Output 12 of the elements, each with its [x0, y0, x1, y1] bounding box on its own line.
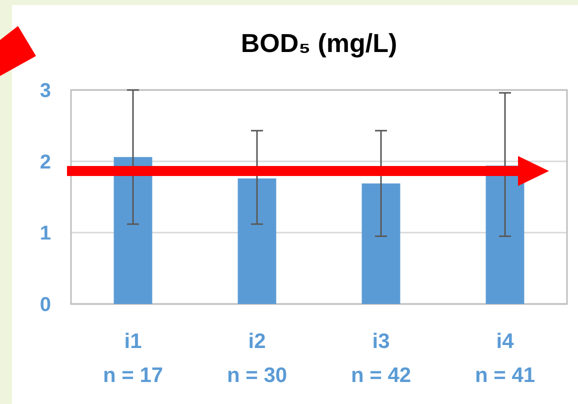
x-tick-label: i1 n = 17	[102, 330, 164, 387]
bar	[238, 178, 276, 304]
x-tick-label: i4 n = 41	[474, 330, 536, 387]
y-tick-label: 1	[40, 222, 51, 245]
bar	[114, 157, 152, 304]
y-tick-label: 0	[40, 294, 51, 316]
y-tick-label: 3	[40, 80, 51, 102]
bar	[362, 183, 400, 304]
x-tick-label: i2 n = 30	[226, 330, 288, 387]
chart-title: BOD₅ (mg/L)	[240, 28, 398, 58]
y-tick-label: 2	[40, 151, 51, 174]
x-tick-label: i3 n = 42	[350, 330, 412, 387]
